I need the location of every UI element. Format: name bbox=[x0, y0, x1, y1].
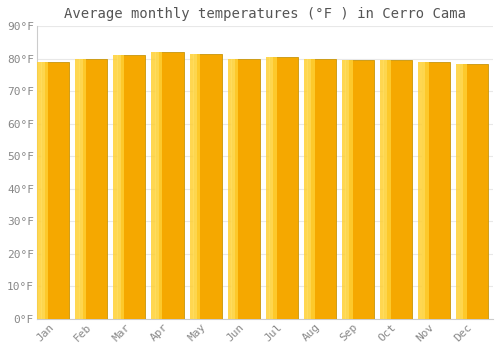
Bar bbox=[194, 54, 222, 319]
Bar bbox=[308, 59, 310, 319]
Bar bbox=[384, 61, 387, 319]
Bar bbox=[232, 59, 260, 319]
Title: Average monthly temperatures (°F ) in Cerro Cama: Average monthly temperatures (°F ) in Ce… bbox=[64, 7, 466, 21]
Bar bbox=[38, 62, 48, 319]
Bar bbox=[118, 55, 146, 319]
Bar bbox=[270, 57, 297, 319]
Bar bbox=[380, 61, 390, 319]
Bar bbox=[308, 59, 336, 319]
Bar bbox=[118, 55, 120, 319]
Bar bbox=[270, 57, 272, 319]
Bar bbox=[76, 59, 86, 319]
Bar bbox=[156, 52, 158, 319]
Bar bbox=[41, 62, 44, 319]
Bar bbox=[418, 62, 428, 319]
Bar bbox=[342, 61, 352, 319]
Bar bbox=[232, 59, 234, 319]
Bar bbox=[80, 59, 108, 319]
Bar bbox=[228, 59, 238, 319]
Bar bbox=[384, 61, 411, 319]
Bar bbox=[190, 54, 200, 319]
Bar bbox=[80, 59, 82, 319]
Bar bbox=[460, 64, 487, 319]
Bar bbox=[266, 57, 276, 319]
Bar bbox=[456, 64, 466, 319]
Bar bbox=[346, 61, 374, 319]
Bar bbox=[460, 64, 463, 319]
Bar bbox=[114, 55, 124, 319]
Bar bbox=[304, 59, 314, 319]
Bar bbox=[194, 54, 196, 319]
Bar bbox=[422, 62, 425, 319]
Bar bbox=[156, 52, 184, 319]
Bar bbox=[152, 52, 162, 319]
Bar bbox=[422, 62, 450, 319]
Bar bbox=[346, 61, 348, 319]
Bar bbox=[42, 62, 70, 319]
